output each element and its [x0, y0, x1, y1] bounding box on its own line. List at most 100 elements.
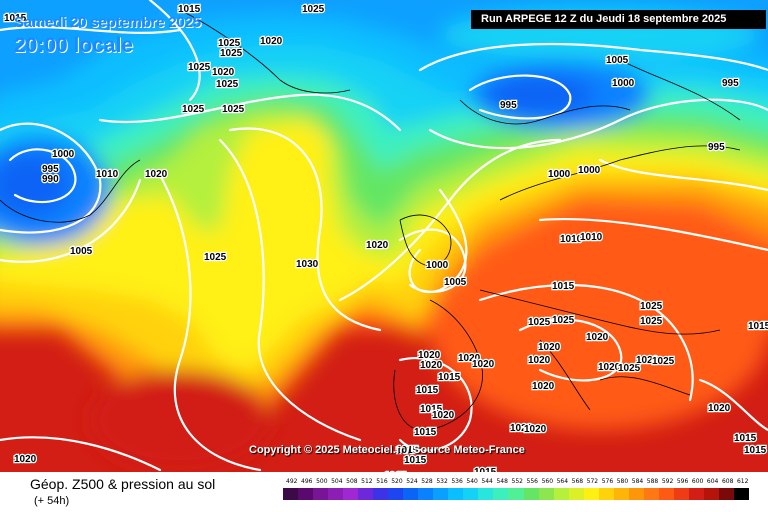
isobar-label: 1020 — [472, 359, 495, 370]
isobar-label: 1005 — [70, 246, 93, 257]
scale-label: 596 — [676, 478, 689, 485]
isobar-label: 1020 — [420, 360, 443, 371]
isobar-label: 1015 — [178, 4, 201, 15]
isobar-label: 1015 — [416, 385, 439, 396]
isobar-label: 1025 — [218, 38, 241, 49]
scale-label: 504 — [331, 478, 343, 485]
coastlines — [0, 9, 741, 431]
isobar-label: 1010 — [560, 234, 583, 245]
scale-swatch — [448, 488, 464, 500]
isobar-label: 1000 — [612, 78, 635, 89]
legend-footer: Géop. Z500 & pression au sol (+ 54h) 492… — [0, 472, 768, 512]
scale-label: 540 — [466, 478, 478, 485]
scale-label: 492 — [286, 478, 298, 485]
isobar-label: 1020 — [528, 355, 551, 366]
weather-map: 1015 1015 1025 1025 1025 1020 1025 1020 1025 1025… — [0, 0, 768, 472]
isobar-label: 1005 — [606, 55, 629, 66]
isobar-label: 1020 — [418, 350, 441, 361]
isobar-label: 1015 — [384, 471, 407, 472]
scale-label: 524 — [406, 478, 418, 485]
isobar-label: 1025 — [640, 316, 663, 327]
isobar-label: 1020 — [636, 355, 659, 366]
scale-label: 532 — [436, 478, 448, 485]
isobar-label: 1025 — [302, 4, 325, 15]
isobar-label: 1015 — [396, 445, 419, 456]
isobar-label: 1015 — [734, 433, 757, 444]
isobar-label: 990 — [42, 174, 59, 185]
isobar-label: 1020 — [14, 454, 37, 465]
scale-label: 608 — [721, 478, 734, 485]
isobar-label: 1005 — [444, 277, 467, 288]
scale-labels: 492 496 500 504 508 512 516 520 524 528 532 536 540 5… — [283, 478, 749, 486]
isobar-label: 1020 — [708, 403, 731, 414]
isobar-label: 1025 — [552, 315, 575, 326]
scale-swatch — [598, 488, 614, 500]
scale-swatch — [658, 488, 674, 500]
isobar-label: 1000 — [578, 165, 601, 176]
scale-label: 604 — [706, 478, 719, 485]
isobar-label: 1020 — [532, 381, 555, 392]
scale-label: 520 — [391, 478, 403, 485]
isobar-label: 1020 — [538, 342, 561, 353]
scale-label: 528 — [421, 478, 433, 485]
isobar-label: 1025 — [652, 356, 675, 367]
scale-label: 552 — [511, 478, 523, 485]
scale-swatch — [553, 488, 569, 500]
scale-swatch — [538, 488, 554, 500]
isobar-label: 1015 — [438, 372, 461, 383]
scale-swatch — [613, 488, 629, 500]
scale-swatch — [523, 488, 539, 500]
isobar-label: 1000 — [52, 149, 75, 160]
scale-label: 500 — [316, 478, 328, 485]
isobar-label: 1000 — [548, 169, 571, 180]
scale-label: 584 — [631, 478, 644, 485]
scale-label: 544 — [481, 478, 493, 485]
scale-swatch — [388, 488, 404, 500]
scale-label: 560 — [541, 478, 554, 485]
scale-swatch — [418, 488, 434, 500]
scale-swatch — [673, 488, 689, 500]
isobar-label: 1020 — [524, 424, 547, 435]
isobar-label: 1015 — [420, 404, 443, 415]
scale-label: 516 — [376, 478, 388, 485]
isobar-label: 1020 — [366, 240, 389, 251]
isobar-label: 1020 — [598, 362, 621, 373]
isobar-label: 1015 — [414, 427, 437, 438]
isobar-label: 995 — [708, 142, 725, 153]
forecast-time: 20:00 locale — [14, 34, 134, 57]
scale-label: 588 — [646, 478, 659, 485]
scale-swatch — [328, 488, 344, 500]
isobar-label: 1020 — [510, 423, 533, 434]
isobar-label: 1015 — [4, 13, 27, 24]
scale-label: 592 — [661, 478, 674, 485]
isobar-label: 1020 — [145, 169, 168, 180]
isobar-label: 1025 — [640, 301, 663, 312]
scale-swatch — [403, 488, 419, 500]
scale-swatch — [568, 488, 584, 500]
forecast-lead: (+ 54h) — [34, 495, 70, 507]
isobar-label: 1020 — [586, 332, 609, 343]
isobar-label: 1025 — [182, 104, 205, 115]
scale-swatch — [718, 488, 734, 500]
isobar-label: 1025 — [528, 317, 551, 328]
scale-swatch — [493, 488, 509, 500]
scale-label: 580 — [616, 478, 629, 485]
scale-swatch — [643, 488, 659, 500]
scale-swatch — [298, 488, 314, 500]
scale-swatch — [373, 488, 389, 500]
scale-label: 600 — [691, 478, 704, 485]
scale-label: 512 — [361, 478, 373, 485]
scale-label: 576 — [601, 478, 614, 485]
scale-swatch — [283, 488, 299, 500]
isobar-label: 1025 — [222, 104, 245, 115]
isobar-label: 1010 — [580, 232, 603, 243]
isobar-label: 995 — [722, 78, 739, 89]
scale-swatch — [583, 488, 599, 500]
scale-swatch — [358, 488, 374, 500]
isobar-label: 1020 — [212, 67, 235, 78]
copyright: Copyright © 2025 Meteociel.fr / Source M… — [249, 444, 525, 456]
isobar-label: 1025 — [618, 363, 641, 374]
scale-bar — [283, 488, 749, 500]
isobar-label: 1025 — [188, 62, 211, 73]
scale-swatch — [313, 488, 329, 500]
